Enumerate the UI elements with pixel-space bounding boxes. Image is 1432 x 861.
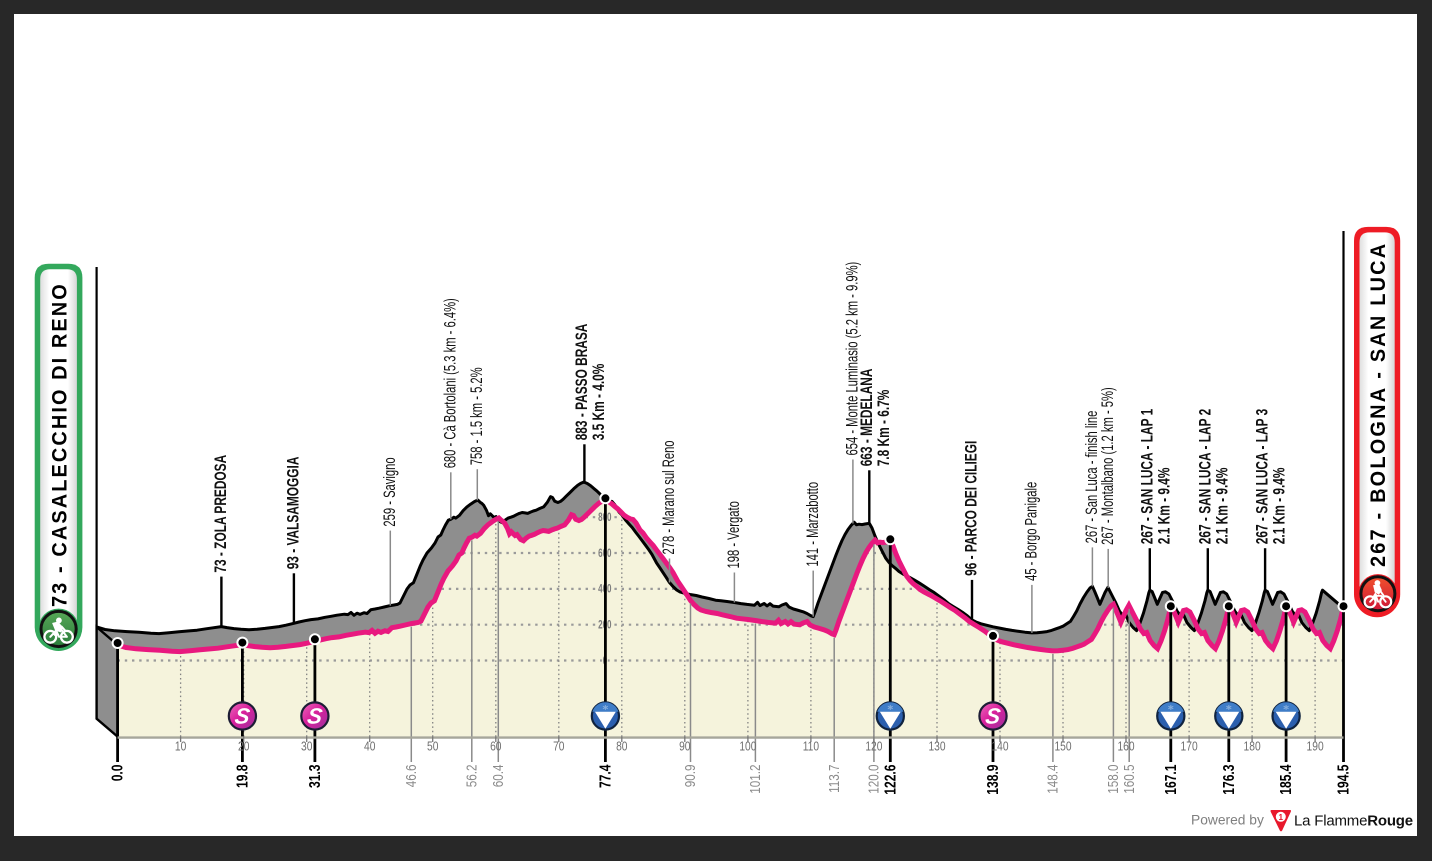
svg-text:S: S (984, 703, 1002, 728)
svg-text:3.5 Km - 4.0%: 3.5 Km - 4.0% (590, 364, 609, 441)
svg-text:46.6: 46.6 (403, 765, 420, 788)
svg-text:140: 140 (991, 741, 1008, 754)
svg-text:31.3: 31.3 (305, 764, 323, 788)
svg-text:267 - SAN LUCA - LAP 3: 267 - SAN LUCA - LAP 3 (1254, 409, 1273, 544)
svg-text:7.8 Km - 6.7%: 7.8 Km - 6.7% (875, 390, 894, 467)
svg-text:883 - PASSO BRASA: 883 - PASSO BRASA (573, 323, 592, 440)
svg-text:56.2: 56.2 (463, 765, 480, 788)
svg-text:S: S (233, 703, 251, 728)
svg-text:2.1 Km - 9.4%: 2.1 Km - 9.4% (1155, 468, 1174, 545)
svg-text:2.1 Km - 9.4%: 2.1 Km - 9.4% (1271, 468, 1290, 545)
svg-text:93 - VALSAMOGGIA: 93 - VALSAMOGGIA (285, 456, 304, 569)
svg-text:170: 170 (1181, 741, 1198, 754)
svg-text:158.0: 158.0 (1105, 765, 1122, 794)
svg-text:110: 110 (803, 741, 819, 754)
svg-text:120: 120 (865, 741, 882, 754)
svg-text:190: 190 (1307, 741, 1324, 754)
svg-text:160.5: 160.5 (1121, 765, 1138, 794)
svg-text:278 - Marano sul Reno: 278 - Marano sul Reno (660, 440, 679, 554)
svg-text:176.3: 176.3 (1219, 764, 1237, 794)
svg-text:19.8: 19.8 (233, 764, 251, 788)
svg-text:150: 150 (1054, 741, 1071, 754)
svg-text:267 - SAN LUCA - LAP 2: 267 - SAN LUCA - LAP 2 (1196, 409, 1215, 544)
svg-text:73 - ZOLA PREDOSA: 73 - ZOLA PREDOSA (212, 454, 231, 572)
svg-text:198 - Vergato: 198 - Vergato (725, 501, 744, 568)
svg-text:2.1 Km - 9.4%: 2.1 Km - 9.4% (1213, 468, 1232, 545)
svg-text:185.4: 185.4 (1277, 764, 1295, 794)
svg-text:267 - San Luca - finish line: 267 - San Luca - finish line (1083, 411, 1102, 544)
svg-text:96 - PARCO DEI CILIEGI: 96 - PARCO DEI CILIEGI (963, 441, 982, 576)
svg-text:148.4: 148.4 (1044, 764, 1061, 794)
svg-text:1: 1 (1279, 813, 1284, 822)
svg-text:120.0: 120.0 (865, 765, 882, 794)
svg-text:45 - Borgo Panigale: 45 - Borgo Panigale (1022, 482, 1041, 581)
svg-text:130: 130 (928, 741, 945, 754)
svg-text:0.0: 0.0 (108, 764, 126, 781)
svg-text:267 - SAN LUCA - LAP 1: 267 - SAN LUCA - LAP 1 (1138, 409, 1157, 544)
svg-text:758 - 1.5 km - 5.2%: 758 - 1.5 km - 5.2% (468, 367, 487, 465)
svg-text:138.9: 138.9 (984, 764, 1002, 794)
svg-text:680 - Cà Bortolani (5.3 km - 6: 680 - Cà Bortolani (5.3 km - 6.4%) (441, 298, 460, 468)
svg-text:77.4: 77.4 (596, 764, 614, 788)
svg-text:259 - Savigno: 259 - Savigno (381, 457, 400, 526)
svg-text:La FlammeRouge: La FlammeRouge (1294, 813, 1413, 830)
svg-text:267 - BOLOGNA - SAN LUCA: 267 - BOLOGNA - SAN LUCA (1367, 242, 1391, 567)
svg-text:122.6: 122.6 (881, 764, 899, 794)
svg-text:90.9: 90.9 (682, 765, 699, 788)
svg-text:60.4: 60.4 (490, 764, 507, 787)
svg-text:50: 50 (427, 741, 438, 754)
svg-text:S: S (306, 703, 324, 728)
svg-text:80: 80 (616, 741, 627, 754)
svg-text:160: 160 (1117, 741, 1134, 754)
svg-text:113.7: 113.7 (826, 765, 843, 793)
svg-text:60: 60 (490, 741, 501, 754)
svg-text:40: 40 (364, 741, 375, 754)
svg-text:194.5: 194.5 (1334, 764, 1352, 794)
svg-text:267 - Montalbano (1.2 km - 5%): 267 - Montalbano (1.2 km - 5%) (1099, 387, 1118, 545)
svg-text:100: 100 (739, 741, 756, 754)
svg-text:73 - CASALECCHIO DI RENO: 73 - CASALECCHIO DI RENO (48, 282, 72, 607)
svg-text:141 - Marzabotto: 141 - Marzabotto (804, 482, 823, 567)
svg-text:70: 70 (553, 741, 564, 754)
svg-text:101.2: 101.2 (747, 765, 764, 794)
svg-text:167.1: 167.1 (1161, 764, 1179, 794)
svg-text:Powered by: Powered by (1191, 813, 1264, 828)
svg-text:180: 180 (1244, 741, 1261, 754)
svg-text:20: 20 (238, 741, 249, 754)
svg-text:663 - MEDELANA: 663 - MEDELANA (858, 368, 877, 466)
svg-text:90: 90 (679, 741, 690, 754)
svg-text:654 - Monte Luminasio (5.2 km: 654 - Monte Luminasio (5.2 km - 9.9%) (843, 262, 862, 456)
svg-text:10: 10 (175, 741, 186, 754)
svg-text:30: 30 (301, 741, 312, 754)
